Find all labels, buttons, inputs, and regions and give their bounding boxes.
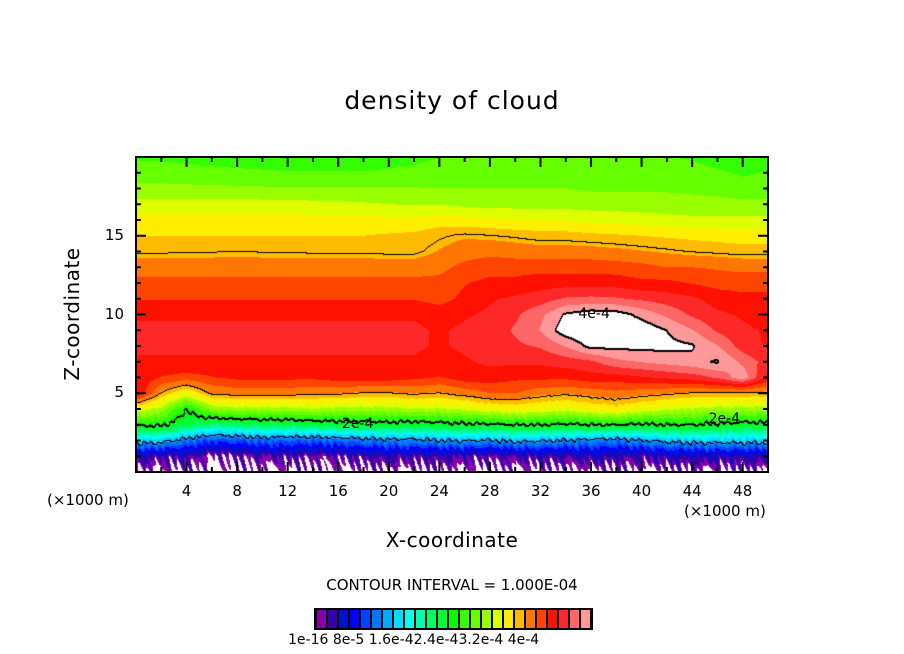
colorbar-swatch (460, 610, 469, 628)
contour-label: 2e-4 (342, 415, 374, 432)
colorbar-swatch (350, 610, 359, 628)
colorbar-swatch (548, 610, 557, 628)
x-tick-label: 16 (328, 482, 348, 500)
colorbar-swatch (383, 610, 392, 628)
colorbar-swatch (438, 610, 447, 628)
colorbar-tick-labels: 1e-16 8e-5 1.6e-42.4e-43.2e-4 4e-4 (288, 632, 540, 648)
colorbar-swatch (559, 610, 568, 628)
colorbar-swatch (515, 610, 524, 628)
x-tick-label: 44 (682, 482, 702, 500)
plot-frame (135, 156, 769, 473)
colorbar-swatch (482, 610, 491, 628)
colorbar-swatch (526, 610, 535, 628)
colorbar-swatch (570, 610, 579, 628)
colorbar-swatch (427, 610, 436, 628)
colorbar-swatch (537, 610, 546, 628)
colorbar-swatch (361, 610, 370, 628)
y-tick-label: 5 (114, 383, 124, 402)
colorbar-swatch (449, 610, 458, 628)
x-tick-label: 40 (632, 482, 652, 500)
contour-label: 4e-4 (578, 305, 610, 322)
colorbar-swatch (471, 610, 480, 628)
x-tick-label: 12 (278, 482, 298, 500)
y-tick-label: 10 (104, 304, 124, 323)
x-unit-left: (×1000 m) (47, 491, 129, 509)
colorbar-swatch (372, 610, 381, 628)
contour-label: 2e-4 (708, 411, 741, 428)
x-unit-right: (×1000 m) (684, 502, 766, 520)
contour-interval-label: CONTOUR INTERVAL = 1.000E-04 (326, 576, 578, 594)
contour-plot-area (136, 157, 768, 472)
colorbar-swatch (339, 610, 348, 628)
x-tick-label: 8 (232, 482, 242, 500)
x-tick-label: 20 (379, 482, 399, 500)
y-axis-label: Z-coordinate (60, 247, 84, 381)
x-tick-label: 4 (181, 482, 192, 500)
chart-title: density of cloud (344, 86, 560, 115)
colorbar-swatch (394, 610, 403, 628)
colorbar-swatch (328, 610, 337, 628)
colorbar-swatch (581, 610, 590, 628)
x-tick-label: 36 (581, 482, 601, 500)
colorbar (314, 608, 593, 630)
x-tick-label: 28 (480, 482, 500, 500)
y-tick-label: 15 (104, 225, 124, 244)
x-tick-label: 32 (530, 482, 551, 500)
x-axis-label: X-coordinate (385, 528, 519, 552)
colorbar-swatch (317, 610, 326, 628)
colorbar-swatch (504, 610, 513, 628)
colorbar-swatch (416, 610, 425, 628)
colorbar-swatch (405, 610, 414, 628)
x-tick-label: 24 (429, 482, 449, 500)
x-tick-label: 48 (733, 482, 753, 500)
colorbar-swatch (493, 610, 502, 628)
